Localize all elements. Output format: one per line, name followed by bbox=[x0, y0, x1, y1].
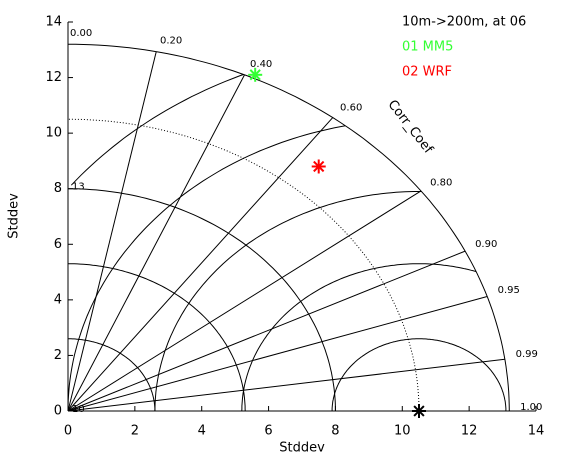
correlation-line bbox=[67, 295, 488, 412]
reference-point bbox=[412, 404, 426, 418]
correlation-tick-label: 1.00 bbox=[520, 402, 542, 413]
correlation-tick-label: 0.99 bbox=[516, 349, 538, 360]
y-tick-label: 10 bbox=[45, 126, 62, 141]
correlation-line bbox=[67, 358, 505, 412]
correlation-tick-label: 0.40 bbox=[250, 59, 272, 70]
chart-title: 10m->200m, at 06 bbox=[402, 15, 526, 30]
rms-arc bbox=[154, 191, 510, 411]
x-tick-label: 10 bbox=[394, 424, 411, 439]
correlation-line bbox=[67, 51, 157, 412]
correlation-tick-label: 0.95 bbox=[498, 285, 520, 296]
correlation-label: Corr_Coef bbox=[385, 97, 436, 157]
std-arc bbox=[68, 338, 156, 411]
rms-arc bbox=[331, 338, 507, 411]
data-point bbox=[311, 159, 326, 174]
y-tick-label: 4 bbox=[54, 292, 62, 307]
x-tick-label: 0 bbox=[64, 424, 72, 439]
correlation-tick-label: 0.00 bbox=[70, 28, 92, 39]
reference-arc bbox=[68, 118, 420, 412]
y-axis-label: Stddev bbox=[7, 193, 22, 239]
x-tick-label: 4 bbox=[198, 424, 206, 439]
std-arc bbox=[67, 43, 510, 412]
rms-label: 13 bbox=[72, 182, 85, 193]
y-tick-label: 0 bbox=[54, 404, 62, 419]
correlation-tick-label: 0.80 bbox=[430, 178, 452, 189]
correlation-line bbox=[67, 117, 334, 412]
x-tick-label: 12 bbox=[461, 424, 478, 439]
y-tick-label: 12 bbox=[45, 70, 62, 85]
correlation-tick-label: 0.60 bbox=[340, 103, 362, 114]
y-tick-label: 2 bbox=[54, 348, 62, 363]
correlation-tick-label: 0.20 bbox=[160, 35, 182, 46]
x-tick-label: 2 bbox=[131, 424, 139, 439]
x-tick-label: 8 bbox=[331, 424, 339, 439]
y-tick-label: 14 bbox=[45, 15, 62, 30]
star-stroke bbox=[249, 69, 261, 81]
legend-entry: 01 MM5 bbox=[402, 40, 453, 55]
x-axis-label: Stddev bbox=[279, 441, 325, 456]
star-stroke bbox=[313, 160, 325, 173]
correlation-line bbox=[67, 74, 245, 412]
correlation-line bbox=[67, 250, 466, 412]
std-arc bbox=[67, 263, 246, 412]
x-tick-label: 14 bbox=[528, 424, 545, 439]
rms-arc bbox=[241, 263, 510, 411]
x-tick-label: 6 bbox=[264, 424, 272, 439]
y-tick-label: 6 bbox=[54, 237, 62, 252]
star-stroke bbox=[413, 405, 425, 417]
rms-arc bbox=[70, 44, 510, 411]
legend-entry: 02 WRF bbox=[402, 65, 452, 80]
correlation-line bbox=[67, 190, 422, 412]
data-point bbox=[248, 67, 263, 82]
y-tick-label: 8 bbox=[54, 181, 62, 196]
correlation-tick-label: 0.90 bbox=[475, 239, 497, 250]
std-arc bbox=[68, 188, 336, 411]
